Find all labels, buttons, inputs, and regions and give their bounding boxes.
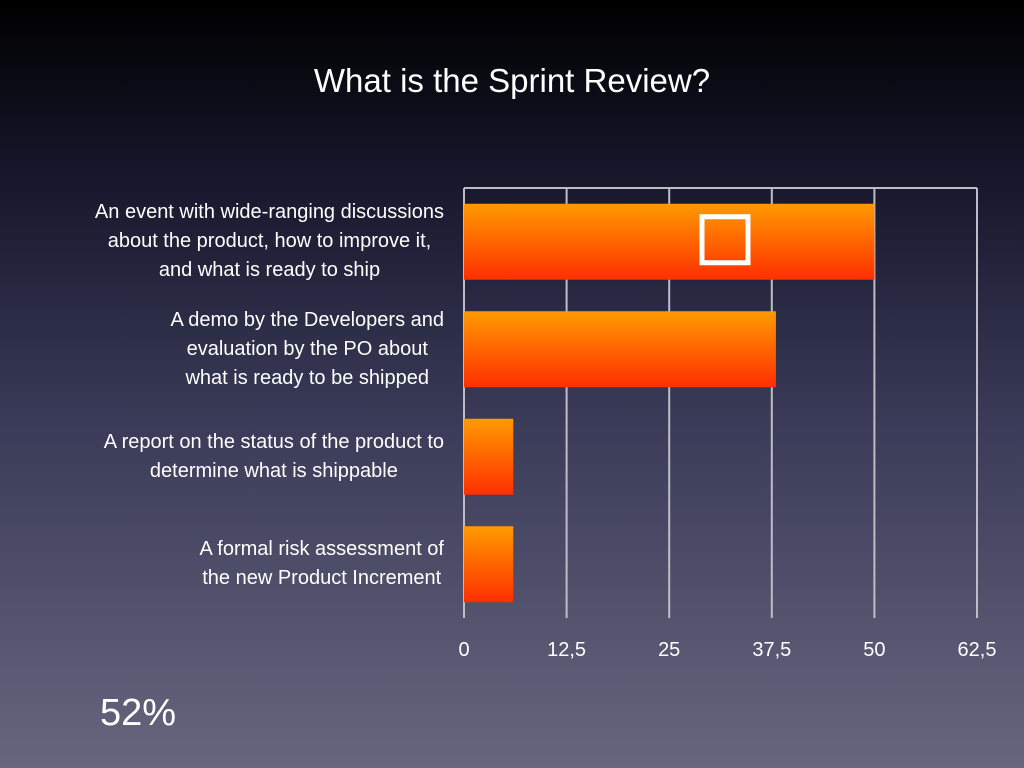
percentage-footnote: 52% <box>100 692 177 734</box>
category-label: A formal risk assessment of the new Produ… <box>199 538 444 590</box>
bar <box>464 203 875 280</box>
x-tick-label: 37,5 <box>752 639 791 661</box>
category-label: A report on the status of the product to… <box>103 430 444 482</box>
slide-title: What is the Sprint Review? <box>313 62 711 99</box>
x-tick-label: 12,5 <box>547 639 586 661</box>
x-tick-label: 62,5 <box>958 639 997 661</box>
category-label: An event with wide-ranging discussions ab… <box>94 201 444 282</box>
x-tick-label: 0 <box>458 639 469 661</box>
category-label: A demo by the Developers and evaluation b… <box>170 308 444 389</box>
x-tick-label: 50 <box>863 639 885 661</box>
correct-answer-marker-icon <box>699 214 751 266</box>
bar <box>464 311 776 388</box>
x-tick-label: 25 <box>658 639 680 661</box>
bar <box>464 526 514 603</box>
bar <box>464 418 514 495</box>
